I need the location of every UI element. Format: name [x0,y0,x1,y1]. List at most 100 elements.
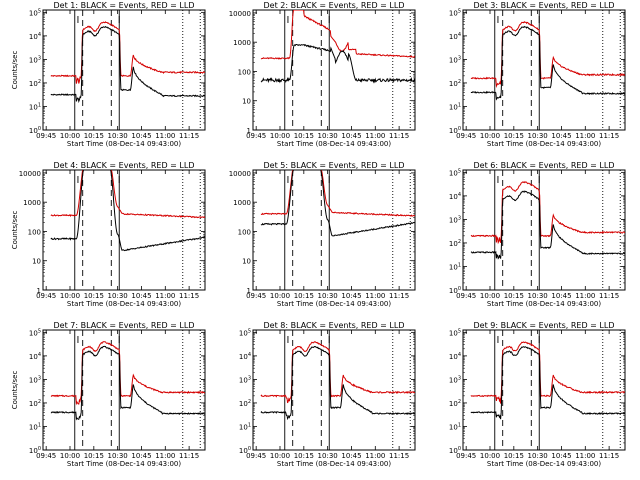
x-tick-label: 11:15 [389,292,409,300]
panel-title: Det 3: BLACK = Events, RED = LLD [474,1,615,10]
series-events-line [50,345,205,421]
x-tick-label: 11:00 [155,292,175,300]
x-tick-label: 11:00 [155,132,175,140]
panel-title: Det 2: BLACK = Events, RED = LLD [264,1,405,10]
plot-frame [42,329,206,451]
series-group [470,180,625,260]
y-tick-label: 101 [449,422,461,431]
x-tick-label: 11:15 [179,292,199,300]
plot-frame [462,169,626,291]
y-tick-label: 101 [239,422,251,431]
series-group [470,21,625,101]
plot-frame [252,329,416,451]
series-events-line [470,190,625,260]
x-axis-label: Start Time (08-Dec-14 09:43:00) [487,460,601,468]
series-events-line [470,346,625,420]
x-tick-label: 10:15 [294,132,314,140]
panel-det-2: Det 2: BLACK = Events, RED = LLD 1 10 100 10… [229,1,416,148]
x-axis-label: Start Time (08-Dec-14 09:43:00) [67,140,181,148]
x-tick-label: 10:30 [528,452,548,460]
x-tick-label: 10:30 [108,132,128,140]
y-tick-label: 104 [239,352,251,361]
x-tick-label: 11:15 [599,132,619,140]
series-lld-line [50,21,205,84]
x-tick-label: 10:00 [60,292,80,300]
y-tick-label: 102 [449,239,461,248]
panel-det-7: Det 7: BLACK = Events, RED = LLD 100 101 10… [11,321,206,468]
series-group [260,10,415,84]
x-tick-label: 10:45 [551,452,571,460]
y-tick-label: 10000 [19,170,41,178]
x-tick-label: 09:45 [36,132,56,140]
series-group [260,341,415,421]
x-tick-label: 10:45 [341,132,361,140]
x-axis-label: Start Time (08-Dec-14 09:43:00) [67,300,181,308]
x-tick-label: 10:30 [108,292,128,300]
x-tick-label: 10:00 [270,452,290,460]
panel-title: Det 6: BLACK = Events, RED = LLD [474,161,615,170]
panel-title: Det 5: BLACK = Events, RED = LLD [264,161,405,170]
x-tick-label: 10:15 [84,132,104,140]
x-tick-label: 09:45 [36,452,56,460]
y-tick-label: 1 [247,127,251,135]
series-lld-line [470,180,625,245]
panel-det-4: Det 4: BLACK = Events, RED = LLD 1 10 100 10… [11,161,206,308]
y-tick-label: 105 [239,328,251,337]
x-tick-label: 09:45 [246,132,266,140]
y-tick-label: 104 [449,352,461,361]
series-events-line [260,170,415,237]
plot-frame [42,9,206,131]
y-tick-label: 10000 [229,10,251,18]
x-tick-label: 11:00 [575,452,595,460]
series-group [50,341,205,421]
y-tick-label: 104 [449,192,461,201]
y-tick-label: 100 [29,126,41,135]
x-tick-label: 10:00 [480,132,500,140]
x-tick-label: 10:45 [131,132,151,140]
y-tick-label: 100 [28,228,41,236]
x-tick-label: 09:45 [456,132,476,140]
series-lld-line [470,341,625,404]
x-tick-label: 10:15 [504,452,524,460]
x-axis-label: Start Time (08-Dec-14 09:43:00) [277,460,391,468]
y-tick-label: 104 [29,32,41,41]
x-tick-label: 10:15 [504,292,524,300]
x-tick-label: 11:15 [599,452,619,460]
y-tick-label: 103 [239,375,251,384]
y-axis-label: Counts/sec [11,51,19,90]
series-lld-line [260,341,415,404]
x-axis-label: Start Time (08-Dec-14 09:43:00) [487,300,601,308]
x-tick-label: 10:45 [341,452,361,460]
y-tick-label: 10 [32,258,41,266]
x-tick-label: 11:15 [389,132,409,140]
y-tick-label: 10000 [229,170,251,178]
panel-title: Det 1: BLACK = Events, RED = LLD [54,1,195,10]
x-axis-label: Start Time (08-Dec-14 09:43:00) [277,140,391,148]
x-tick-label: 10:15 [504,132,524,140]
panel-det-1: Det 1: BLACK = Events, RED = LLD 100 101 10… [11,1,206,148]
x-tick-label: 10:00 [60,452,80,460]
series-lld-line [50,341,205,406]
y-tick-label: 100 [449,446,461,455]
x-tick-label: 11:15 [179,452,199,460]
x-tick-label: 09:45 [246,452,266,460]
y-tick-label: 103 [29,55,41,64]
plot-frame [462,329,626,451]
y-axis-label: Counts/sec [11,371,19,410]
x-tick-label: 10:30 [318,132,338,140]
y-tick-label: 105 [449,8,461,17]
panel-det-6: Det 6: BLACK = Events, RED = LLD 100 101 10… [449,161,626,308]
x-tick-label: 10:00 [480,292,500,300]
y-tick-label: 105 [449,328,461,337]
plot-frame [42,169,206,291]
y-tick-label: 103 [449,375,461,384]
y-tick-label: 102 [449,399,461,408]
y-tick-label: 103 [449,215,461,224]
y-tick-label: 101 [449,102,461,111]
y-tick-label: 100 [238,228,251,236]
panel-det-8: Det 8: BLACK = Events, RED = LLD 100 101 10… [239,321,416,468]
x-axis-label: Start Time (08-Dec-14 09:43:00) [487,140,601,148]
series-events-line [50,25,205,104]
y-tick-label: 105 [449,168,461,177]
